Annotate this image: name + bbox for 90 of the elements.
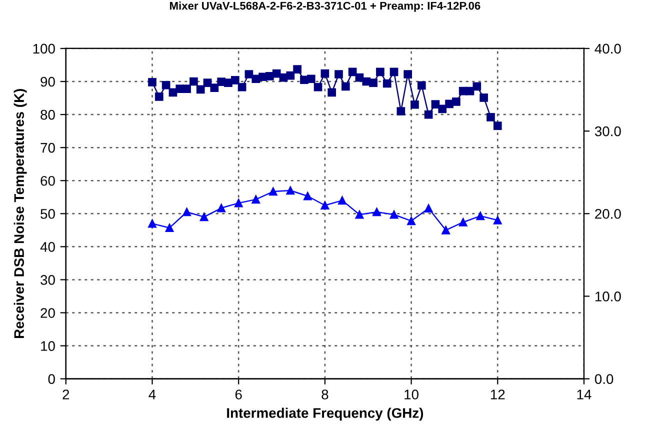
x-axis-title: Intermediate Frequency (GHz) <box>227 408 424 421</box>
point <box>424 204 433 213</box>
point <box>476 212 485 220</box>
point <box>230 76 240 84</box>
point <box>458 218 468 226</box>
point <box>404 70 412 78</box>
x-tick-label: 2 <box>62 390 70 400</box>
point <box>304 192 312 200</box>
point <box>210 84 219 92</box>
point <box>286 186 295 195</box>
point <box>355 210 364 219</box>
x-tick-label: 6 <box>235 390 242 400</box>
point <box>148 219 156 228</box>
y2-tick-label: 10.0 <box>595 292 621 302</box>
point <box>452 97 460 106</box>
point <box>252 195 260 204</box>
y-tick-label: 10 <box>41 341 55 351</box>
y-tick-label: 80 <box>40 110 55 120</box>
point <box>286 71 295 80</box>
x-tick-label: 10 <box>404 390 418 400</box>
x-tick-label: 4 <box>148 390 156 400</box>
point <box>341 82 350 91</box>
point <box>224 78 232 87</box>
point <box>217 204 226 212</box>
y-tick-label: 30 <box>40 275 55 285</box>
point <box>493 122 502 130</box>
point <box>376 68 384 76</box>
x-tick-label: 12 <box>490 390 505 400</box>
point <box>486 113 495 122</box>
point <box>190 77 198 86</box>
y-tick-label: 40 <box>40 242 55 252</box>
point <box>480 94 488 102</box>
point <box>182 208 191 216</box>
point <box>162 80 170 90</box>
y-tick-label: 100 <box>33 44 55 54</box>
point <box>424 110 433 119</box>
point <box>338 196 346 205</box>
point <box>348 68 357 76</box>
y-tick-label: 0 <box>48 374 55 384</box>
x-tick-label: 14 <box>577 390 592 400</box>
chart-title: Mixer UVaV-L568A-2-F6-2-B3-371C-01 + Preamp: IF4-12P.06 <box>170 2 480 12</box>
point <box>148 78 156 86</box>
y-tick-label: 20 <box>40 308 55 318</box>
point <box>300 76 308 84</box>
y2-tick-label: 30.0 <box>594 126 621 136</box>
point <box>196 85 205 94</box>
y-tick-label: 50 <box>40 208 55 219</box>
point <box>410 100 419 109</box>
point <box>320 201 330 210</box>
point <box>238 82 246 92</box>
x-tick-label: 8 <box>322 390 328 400</box>
point <box>328 88 336 97</box>
point <box>268 187 278 196</box>
point <box>382 79 392 88</box>
y2-tick-label: 0.0 <box>594 374 614 384</box>
point <box>390 210 398 219</box>
point <box>369 78 378 87</box>
point <box>417 81 426 90</box>
point <box>217 78 226 86</box>
point <box>266 72 274 80</box>
point <box>203 78 212 87</box>
point <box>334 70 343 78</box>
point <box>244 70 254 78</box>
point <box>407 216 416 226</box>
point <box>252 74 260 84</box>
point <box>493 216 502 224</box>
point <box>372 208 381 216</box>
y-tick-label: 60 <box>40 176 55 186</box>
y2-tick-label: 20.0 <box>595 208 621 219</box>
point <box>182 84 191 93</box>
point <box>306 74 316 84</box>
point <box>438 104 447 114</box>
y2-tick-label: 40.0 <box>594 44 621 54</box>
y-tick-label: 70 <box>40 142 55 153</box>
point <box>314 82 322 92</box>
point <box>234 198 243 208</box>
point <box>168 88 178 97</box>
point <box>472 82 482 91</box>
point <box>165 224 174 232</box>
point <box>396 107 406 116</box>
point <box>320 69 330 78</box>
y-axis-title: Receiver DSB Noise Temperatures (K) <box>14 89 27 338</box>
point <box>154 92 164 101</box>
point <box>200 212 208 222</box>
y-tick-label: 90 <box>40 76 55 87</box>
point <box>293 65 302 74</box>
point <box>390 68 398 76</box>
point <box>442 226 450 234</box>
point <box>466 86 474 96</box>
point <box>431 100 440 108</box>
